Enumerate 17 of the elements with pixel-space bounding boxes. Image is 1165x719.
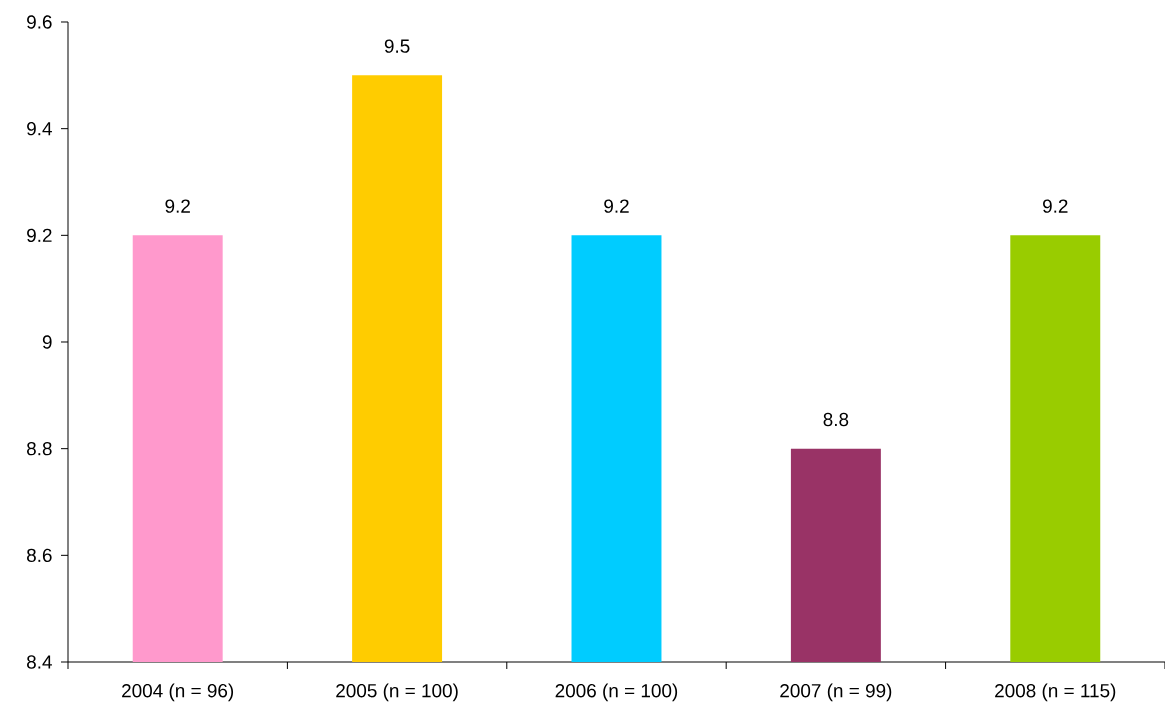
y-tick-label: 8.8 <box>27 441 52 456</box>
x-tick-label: 2006 (n = 100) <box>555 683 678 702</box>
y-tick-label: 9.2 <box>27 228 52 243</box>
x-tick-label: 2007 (n = 99) <box>780 683 892 702</box>
x-tick-label: 2005 (n = 100) <box>336 683 458 702</box>
x-tick-label: 2004 (n = 96) <box>122 683 234 702</box>
x-tick-label: 2008 (n = 115) <box>995 683 1116 702</box>
y-tick-label: 8.6 <box>27 548 52 563</box>
y-tick-label: 8.4 <box>27 655 52 669</box>
data-label: 9.2 <box>165 199 190 213</box>
y-tick-label: 9.4 <box>27 121 52 136</box>
data-label: 9.2 <box>604 199 629 213</box>
data-label: 9.2 <box>1043 199 1068 213</box>
y-tick-label: 9.6 <box>27 15 52 29</box>
data-label: 9.5 <box>384 39 410 53</box>
data-label: 8.8 <box>823 412 849 427</box>
y-tick-label: 9 <box>42 335 52 349</box>
